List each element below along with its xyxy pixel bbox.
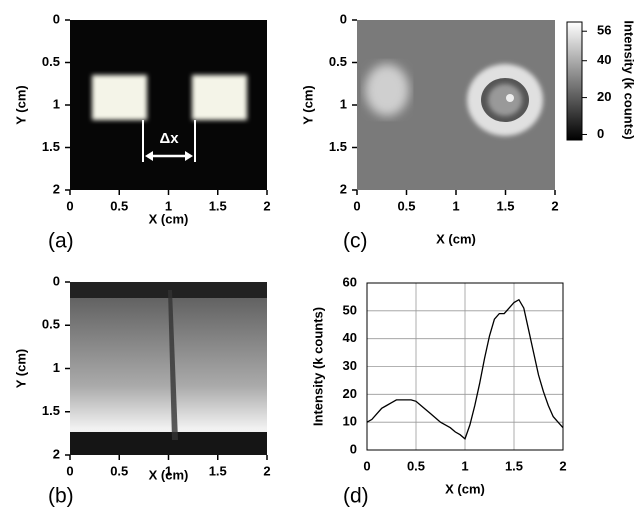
y-tick-label: 2 — [53, 181, 60, 196]
colorbar-label: Intensity (k counts) — [622, 20, 637, 139]
y-axis-label: Intensity (k counts) — [310, 307, 325, 426]
y-tick-label: 1.5 — [42, 403, 60, 418]
x-tick-label: 0.5 — [397, 198, 415, 213]
y-tick-label: 0 — [340, 11, 347, 26]
y-tick-label: 0.5 — [42, 54, 60, 69]
x-axis-label: X (cm) — [149, 211, 189, 226]
y-tick-label: 20 — [343, 386, 357, 401]
x-tick-label: 1 — [165, 463, 172, 478]
x-tick-label: 0 — [353, 198, 360, 213]
y-tick-label: 0.5 — [42, 317, 60, 332]
x-tick-label: 2 — [263, 198, 270, 213]
panel-label: (c) — [343, 230, 368, 253]
y-tick-label: 1.5 — [329, 139, 347, 154]
x-tick-label: 2 — [551, 198, 558, 213]
y-tick-label: 0 — [53, 273, 60, 288]
y-tick-label: 0.5 — [329, 54, 347, 69]
annotation: Δx — [159, 130, 179, 147]
line — [366, 298, 564, 441]
x-tick-label: 1 — [452, 198, 459, 213]
x-tick-label: 1 — [165, 198, 172, 213]
colorbar-tick-label: 56 — [597, 23, 611, 38]
x-tick-label: 1.5 — [496, 198, 514, 213]
x-tick-label: 1.5 — [209, 463, 227, 478]
y-tick-label: 30 — [343, 358, 357, 373]
y-tick-label: 0 — [53, 11, 60, 26]
plot-frame — [366, 282, 564, 451]
x-tick-label: 0 — [363, 458, 370, 473]
x-tick-label: 1.5 — [209, 198, 227, 213]
y-tick-label: 1 — [340, 96, 347, 111]
y-tick-label: 2 — [53, 446, 60, 461]
panel-label: (b) — [48, 485, 74, 508]
y-tick-label: 0 — [350, 441, 357, 456]
x-tick-label: 2 — [559, 458, 566, 473]
y-axis-label: Y (cm) — [13, 349, 28, 389]
x-tick-label: 2 — [263, 463, 270, 478]
image-a — [70, 20, 267, 190]
y-tick-label: 1.5 — [42, 139, 60, 154]
y-axis-label: Y (cm) — [300, 85, 315, 125]
y-tick-label: 1 — [53, 360, 60, 375]
colorbar-tick-label: 40 — [597, 52, 611, 67]
panel-label: (d) — [343, 485, 369, 508]
panel-label: (a) — [48, 230, 74, 253]
x-axis-label: X (cm) — [149, 467, 189, 482]
x-tick-label: 1.5 — [505, 458, 523, 473]
x-tick-label: 0 — [66, 463, 73, 478]
image-b — [70, 282, 267, 455]
y-tick-label: 60 — [343, 274, 357, 289]
colorbar — [566, 21, 583, 141]
x-tick-label: 0 — [66, 198, 73, 213]
x-tick-label: 0.5 — [110, 198, 128, 213]
y-tick-label: 1 — [53, 96, 60, 111]
y-axis-label: Y (cm) — [13, 85, 28, 125]
colorbar-tick-label: 0 — [597, 126, 604, 141]
x-tick-label: 0.5 — [407, 458, 425, 473]
x-axis-label: X (cm) — [445, 481, 485, 496]
colorbar-tick-label: 20 — [597, 89, 611, 104]
x-tick-label: 1 — [461, 458, 468, 473]
y-tick-label: 10 — [343, 414, 357, 429]
image-c — [357, 20, 555, 190]
x-axis-label: X (cm) — [436, 231, 476, 246]
y-tick-label: 40 — [343, 330, 357, 345]
y-tick-label: 50 — [343, 302, 357, 317]
y-tick-label: 2 — [340, 181, 347, 196]
x-tick-label: 0.5 — [110, 463, 128, 478]
